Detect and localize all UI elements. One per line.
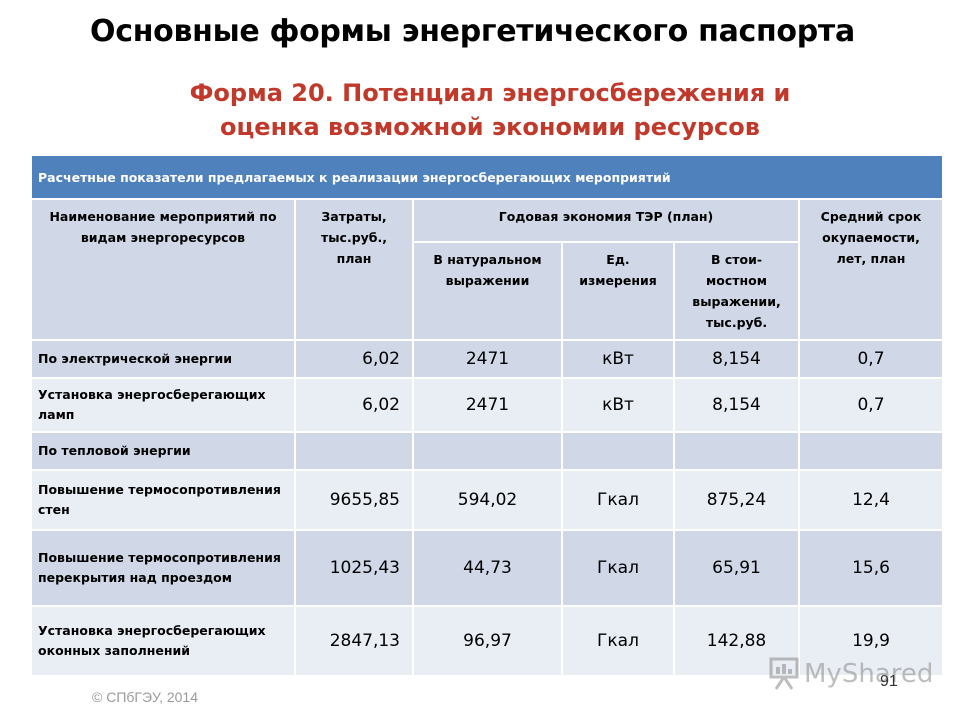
row-natural: 96,97	[412, 605, 563, 677]
row-natural: 2471	[412, 377, 563, 433]
row-cost	[294, 431, 414, 471]
row-unit: кВт	[561, 339, 675, 379]
row-name: Повышение термосопротивления стен	[30, 469, 296, 531]
table-row: Повышение термосопротивления перекрытия …	[30, 529, 944, 607]
page-number: 91	[880, 673, 898, 690]
row-payback	[798, 431, 944, 471]
table-row: По электрической энергии 6,02 2471 кВт 8…	[30, 339, 944, 379]
header-unit: Ед. измерения	[561, 241, 675, 341]
row-value: 8,154	[673, 377, 800, 433]
row-payback: 0,7	[798, 377, 944, 433]
row-name: Установка энергосберегающих оконных запо…	[30, 605, 296, 677]
row-unit: Гкал	[561, 605, 675, 677]
row-natural: 2471	[412, 339, 563, 379]
row-unit: кВт	[561, 377, 675, 433]
page-title: Основные формы энергетического паспорта	[90, 14, 855, 49]
row-natural: 594,02	[412, 469, 563, 531]
header-savings: Годовая экономия ТЭР (план)	[412, 198, 800, 243]
row-payback: 15,6	[798, 529, 944, 607]
row-name: Повышение термосопротивления перекрытия …	[30, 529, 296, 607]
row-name: По тепловой энергии	[30, 431, 296, 471]
presentation-icon	[769, 657, 799, 690]
row-value	[673, 431, 800, 471]
form-title: Форма 20. Потенциал энергосбережения и о…	[189, 79, 791, 141]
row-unit: Гкал	[561, 469, 675, 531]
row-payback: 0,7	[798, 339, 944, 379]
row-natural: 44,73	[412, 529, 563, 607]
table-banner: Расчетные показатели предлагаемых к реал…	[30, 154, 944, 200]
row-cost: 2847,13	[294, 605, 414, 677]
header-payback: Средний срок окупаемости, лет, план	[798, 198, 944, 341]
header-natural: В натуральном выражении	[412, 241, 563, 341]
table-row: Повышение термосопротивления стен 9655,8…	[30, 469, 944, 531]
table-banner-row: Расчетные показатели предлагаемых к реал…	[30, 154, 944, 200]
header-cost: Затраты, тыс.руб., план	[294, 198, 414, 341]
row-cost: 9655,85	[294, 469, 414, 531]
header-row-2: В натуральном выражении Ед. измерения В …	[31, 241, 943, 341]
energy-savings-table: Расчетные показатели предлагаемых к реал…	[30, 154, 944, 677]
row-name: Установка энергосберегающих ламп	[30, 377, 296, 433]
row-cost: 1025,43	[294, 529, 414, 607]
row-value: 65,91	[673, 529, 800, 607]
row-cost: 6,02	[294, 339, 414, 379]
table-row: По тепловой энергии	[30, 431, 944, 471]
watermark-logo: MyShared	[768, 655, 933, 695]
header-value: В стои-мостном выражении, тыс.руб.	[673, 241, 800, 341]
row-payback: 12,4	[798, 469, 944, 531]
row-value: 142,88	[673, 605, 800, 677]
copyright: © СПбГЭУ, 2014	[92, 689, 198, 705]
table-row: Установка энергосберегающих оконных запо…	[30, 605, 944, 677]
row-natural	[412, 431, 563, 471]
table-row: Установка энергосберегающих ламп 6,02 24…	[30, 377, 944, 433]
row-cost: 6,02	[294, 377, 414, 433]
row-value: 8,154	[673, 339, 800, 379]
row-payback: 19,9	[798, 605, 944, 677]
watermark-text: MyShared	[804, 659, 934, 689]
row-unit: Гкал	[561, 529, 675, 607]
row-value: 875,24	[673, 469, 800, 531]
row-unit	[561, 431, 675, 471]
row-name: По электрической энергии	[30, 339, 296, 379]
header-row-1: Наименование мероприятий по видам энерго…	[30, 198, 944, 341]
header-name: Наименование мероприятий по видам энерго…	[30, 198, 296, 341]
